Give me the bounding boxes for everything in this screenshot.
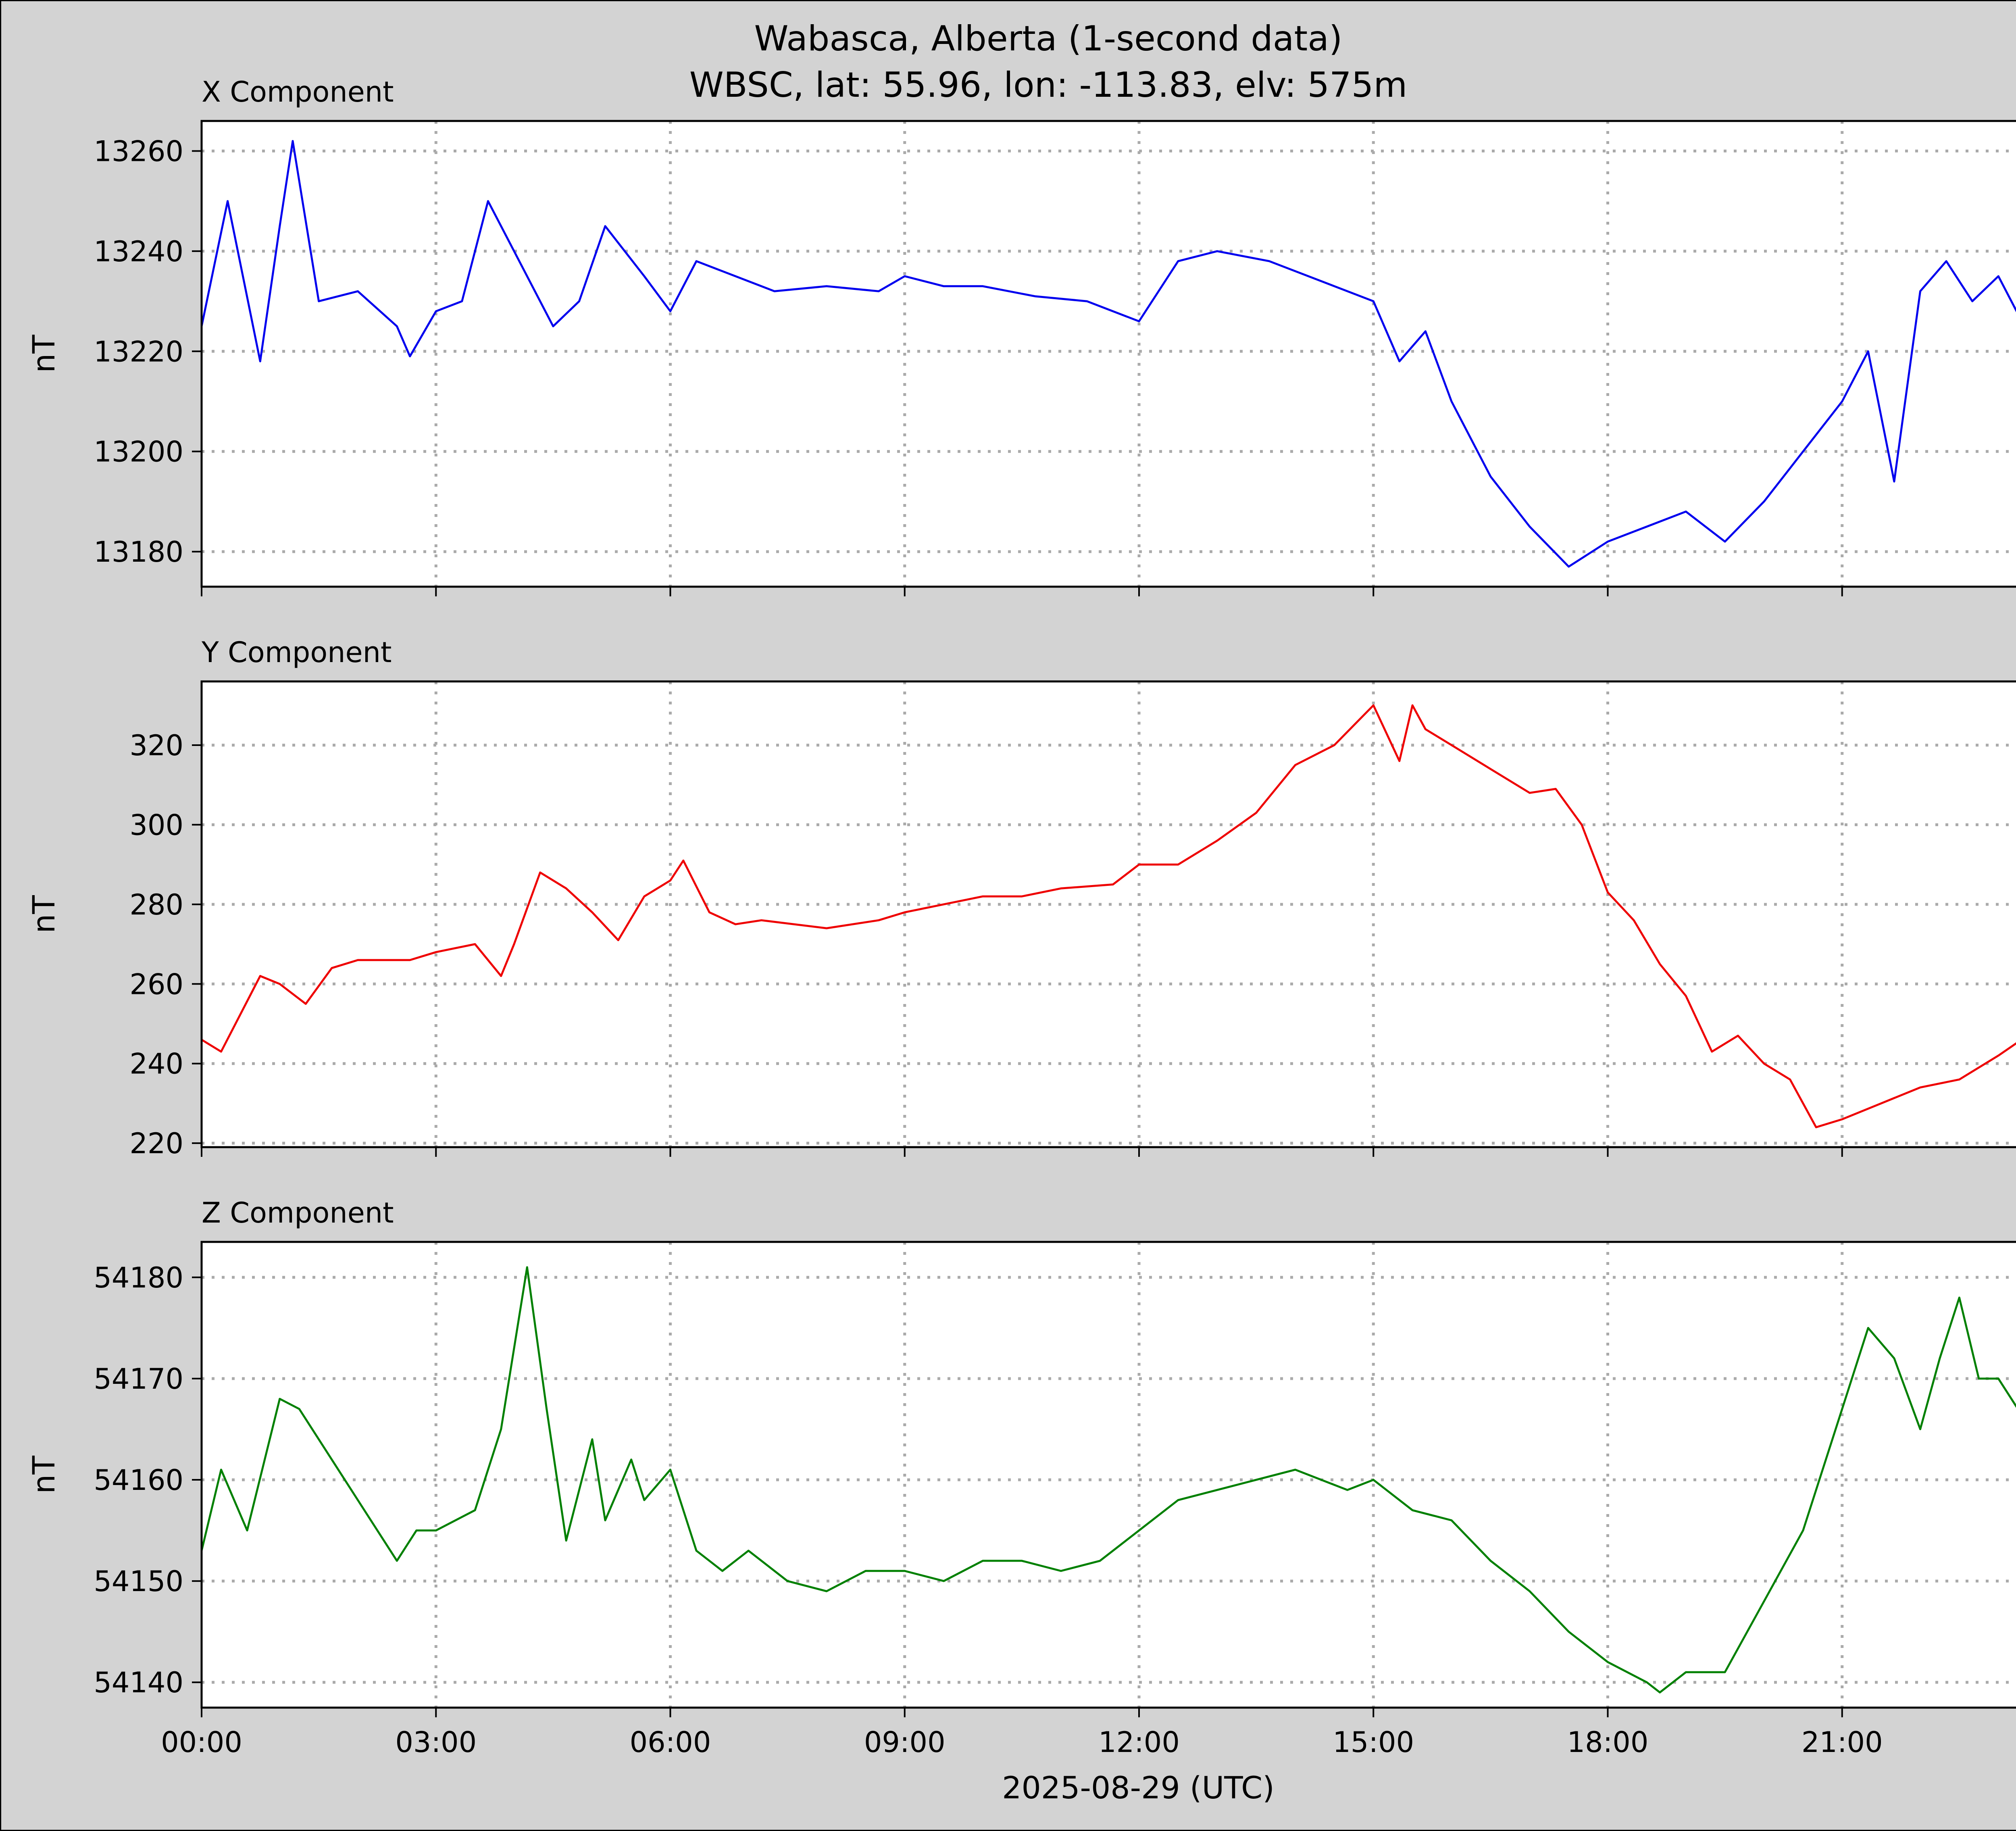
x-tick-label: 15:00 [1333,1726,1414,1759]
x-tick-label: 12:00 [1098,1726,1180,1759]
y-tick-label: 13220 [94,335,183,368]
series-line [201,704,2016,1129]
panel-title: X Component [202,75,394,108]
y-tick-label: 300 [129,808,183,842]
y-axis-label: nT [26,1456,62,1494]
y-tick-label: 54140 [94,1666,183,1699]
panel-y-component: Y Component 220 240 260 280 300 320 nT [26,636,2016,1160]
y-tick-label: 54150 [94,1565,183,1598]
figure-title-line1: Wabasca, Alberta (1-second data) [754,19,1343,59]
plot-frame [200,120,2016,588]
plot-area [202,1242,2016,1708]
x-tick-label: 09:00 [864,1726,946,1759]
y-tick-label: 13260 [94,135,183,168]
plot-area [202,681,2016,1147]
panel-z-component: Z Component 00:00 03:00 06:00 09:00 12:00 15:0… [26,1196,2016,1759]
panel-title: Z Component [202,1196,394,1229]
y-tick-label: 54170 [94,1362,183,1396]
y-tick-label: 280 [129,888,183,921]
figure-title-line2: WBSC, lat: 55.96, lon: -113.83, elv: 575… [689,65,1408,105]
y-tick-label: 13180 [94,535,183,569]
y-tick-label: 320 [129,729,183,762]
y-axis-label: nT [26,335,62,373]
y-tick-label: 240 [129,1048,183,1081]
x-tick-label: 06:00 [630,1726,711,1759]
x-tick-label: 03:00 [395,1726,477,1759]
y-tick-label: 13240 [94,235,183,268]
x-axis-label: 2025-08-29 (UTC) [1002,1770,1275,1806]
y-tick-label: 260 [129,968,183,1001]
x-tick-label: 21:00 [1801,1726,1883,1759]
y-axis-label: nT [26,895,62,933]
x-tick-label: 18:00 [1567,1726,1649,1759]
y-tick-label: 54180 [94,1261,183,1294]
series-line [200,140,2016,568]
x-tick-label: 00:00 [161,1726,242,1759]
y-tick-label: 220 [129,1127,183,1160]
plot-frame [200,680,2016,1148]
series-line [200,1266,2016,1694]
panel-title: Y Component [201,636,392,669]
y-tick-label: 54160 [94,1464,183,1497]
panel-x-component: X Component 13180 13200 13220 13240 13260 nT [26,75,2016,596]
y-tick-label: 13200 [94,435,183,469]
plot-frame [200,1241,2016,1709]
plot-area [202,121,2016,587]
